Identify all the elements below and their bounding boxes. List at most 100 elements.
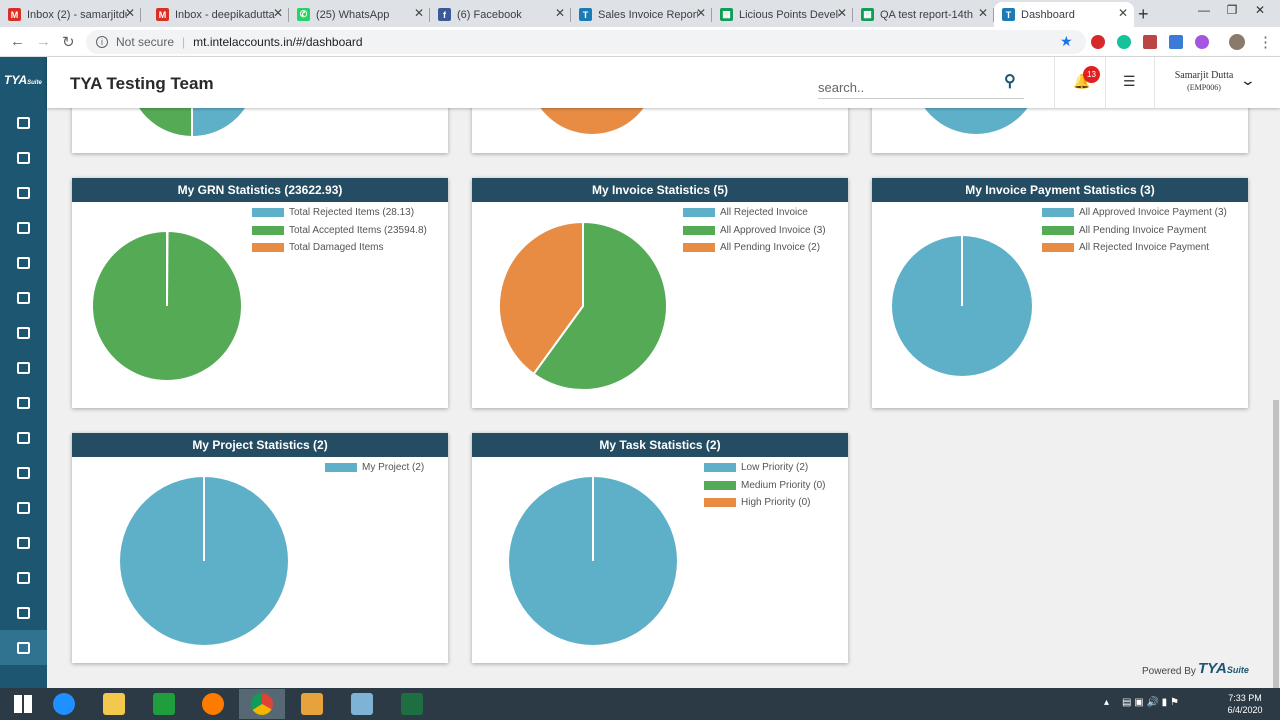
legend-item[interactable]: All Pending Invoice Payment (1042, 222, 1227, 240)
legend-item[interactable]: Total Damaged Items (252, 239, 427, 257)
sidebar-nav-icon[interactable] (0, 140, 47, 175)
legend-item[interactable]: High Priority (0) (704, 494, 825, 512)
legend-item[interactable]: All Rejected Invoice Payment (1042, 239, 1227, 257)
user-code: (EMP006) (1187, 83, 1221, 92)
taskbar-clock[interactable]: 7:33 PM 6/4/2020 (1222, 692, 1268, 716)
legend-swatch (1042, 225, 1074, 235)
legend-item[interactable]: All Approved Invoice (3) (683, 222, 826, 240)
sidebar-nav-icon[interactable] (0, 560, 47, 595)
reload-icon[interactable]: ↻ (62, 34, 75, 51)
extension-icon-1[interactable] (1091, 35, 1105, 49)
sidebar-nav-icon[interactable] (0, 385, 47, 420)
legend-item[interactable]: All Pending Invoice (2) (683, 239, 826, 257)
gmail-icon: M (8, 8, 21, 21)
url-text: mt.intelaccounts.in/#/dashboard (193, 35, 363, 49)
internet-explorer-icon[interactable] (41, 689, 87, 719)
scrollbar-thumb[interactable] (1273, 400, 1279, 688)
bookmark-star-icon[interactable]: ★ (1060, 33, 1073, 49)
forward-icon[interactable]: → (36, 33, 51, 50)
sidebar-nav-icon[interactable] (0, 245, 47, 280)
close-tab-icon[interactable]: ✕ (836, 6, 847, 20)
pdf-extension-icon[interactable] (1143, 35, 1157, 49)
close-tab-icon[interactable]: ✕ (554, 6, 565, 20)
close-tab-icon[interactable]: ✕ (1117, 6, 1128, 20)
list-menu-icon[interactable]: ☰ (1123, 73, 1136, 89)
sidebar-nav-icon[interactable] (0, 490, 47, 525)
browser-tab[interactable]: f (6) Facebook ✕ (430, 2, 571, 27)
sidebar-nav-icon[interactable] (0, 630, 47, 665)
outlook-icon[interactable] (289, 689, 335, 719)
search-input[interactable] (818, 77, 1024, 99)
tab-title: (25) WhatsApp (316, 8, 390, 21)
close-tab-icon[interactable]: ✕ (977, 6, 988, 20)
notification-badge: 13 (1083, 66, 1100, 83)
legend-swatch (1042, 243, 1074, 253)
legend-label: Total Accepted Items (23594.8) (289, 224, 427, 236)
tray-app-icons[interactable]: ▤ ▣ 🔊 ▮ ⚑ (1122, 697, 1179, 708)
file-explorer-icon[interactable] (91, 689, 137, 719)
browser-tab[interactable]: M Inbox (2) - samarjitdu ✕ (0, 2, 141, 27)
browser-tab[interactable]: ▦ Licious Points Develo ✕ (712, 2, 853, 27)
browser-tab[interactable]: ✆ (25) WhatsApp ✕ (289, 2, 430, 27)
grammarly-icon[interactable] (1117, 35, 1131, 49)
tray-chevron-icon[interactable]: ▴ (1104, 697, 1110, 708)
sidebar-nav-icon[interactable] (0, 105, 47, 140)
close-tab-icon[interactable]: ✕ (272, 6, 283, 20)
chrome-icon[interactable] (239, 689, 285, 719)
sidebar-nav-icon[interactable] (0, 210, 47, 245)
windows-start-icon[interactable] (0, 689, 46, 719)
new-tab-button[interactable]: + (1138, 4, 1149, 24)
close-tab-icon[interactable]: ✕ (124, 6, 135, 20)
stat-card-partial (472, 108, 848, 153)
user-info[interactable]: Samarjit Dutta (EMP006) (1164, 70, 1244, 92)
extension-icon-n[interactable] (1169, 35, 1183, 49)
profile-avatar[interactable] (1229, 34, 1245, 50)
legend-label: Medium Priority (0) (741, 479, 826, 491)
minimize-button[interactable]: — (1198, 3, 1210, 17)
legend-label: All Pending Invoice (2) (720, 242, 821, 254)
info-icon[interactable]: i (96, 36, 108, 48)
back-icon[interactable]: ← (10, 33, 25, 50)
search-icon[interactable]: ⚲ (1004, 73, 1016, 90)
legend-item[interactable]: Low Priority (2) (704, 459, 825, 477)
browser-tab[interactable]: T Sales Invoice Report ✕ (571, 2, 712, 27)
sidebar-nav-icon[interactable] (0, 455, 47, 490)
maximize-button[interactable]: ❐ (1226, 3, 1238, 17)
pie-chart (498, 220, 668, 391)
close-window-button[interactable]: ✕ (1254, 3, 1266, 17)
excel-icon[interactable] (389, 689, 435, 719)
sidebar-nav-icon[interactable] (0, 525, 47, 560)
pie-chart (509, 477, 677, 645)
legend-label: All Pending Invoice Payment (1079, 224, 1207, 236)
sidebar-nav-icon[interactable] (0, 595, 47, 630)
pie-slice[interactable] (532, 220, 668, 391)
chart-legend: Total Rejected Items (28.13) Total Accept… (252, 204, 427, 257)
legend-item[interactable]: Medium Priority (0) (704, 477, 825, 495)
browser-tab[interactable]: M Inbox - deepikadutta ✕ (148, 2, 289, 27)
close-tab-icon[interactable]: ✕ (695, 6, 706, 20)
pie-slice[interactable] (498, 220, 584, 376)
extension-icon-arrow[interactable] (1195, 35, 1209, 49)
legend-item[interactable]: My Project (2) (325, 459, 424, 477)
legend-item[interactable]: All Approved Invoice Payment (3) (1042, 204, 1227, 222)
chevron-down-icon[interactable]: ⌄ (1239, 72, 1257, 88)
browser-tab[interactable]: ▦ QA test report-14th ✕ (853, 2, 994, 27)
sidebar-nav-icon[interactable] (0, 175, 47, 210)
store-icon[interactable] (141, 689, 187, 719)
browser-menu-icon[interactable]: ⋮ (1258, 34, 1273, 51)
sidebar-nav-icon[interactable] (0, 350, 47, 385)
legend-item[interactable]: Total Accepted Items (23594.8) (252, 222, 427, 240)
stat-card: My Task Statistics (2) Low Priority (2) Me… (472, 433, 848, 663)
sidebar-nav-icon[interactable] (0, 315, 47, 350)
legend-item[interactable]: Total Rejected Items (28.13) (252, 204, 427, 222)
notes-app-icon[interactable] (339, 689, 385, 719)
close-tab-icon[interactable]: ✕ (413, 6, 424, 20)
legend-item[interactable]: All Rejected Invoice (683, 204, 826, 222)
scrollbar-track[interactable] (1272, 108, 1280, 688)
legend-swatch (683, 208, 715, 218)
browser-tab[interactable]: T Dashboard ✕ (994, 2, 1134, 27)
sidebar-nav-icon[interactable] (0, 280, 47, 315)
omnibox[interactable]: i Not secure | mt.intelaccounts.in/#/das… (86, 30, 1086, 54)
sidebar-nav-icon[interactable] (0, 420, 47, 455)
firefox-icon[interactable] (190, 689, 236, 719)
